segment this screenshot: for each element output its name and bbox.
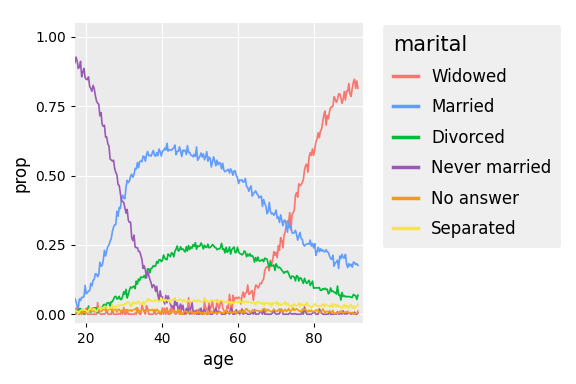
Y-axis label: prop: prop <box>12 154 29 192</box>
Legend: Widowed, Married, Divorced, Never married, No answer, Separated: Widowed, Married, Divorced, Never marrie… <box>382 25 562 248</box>
X-axis label: age: age <box>203 351 234 369</box>
